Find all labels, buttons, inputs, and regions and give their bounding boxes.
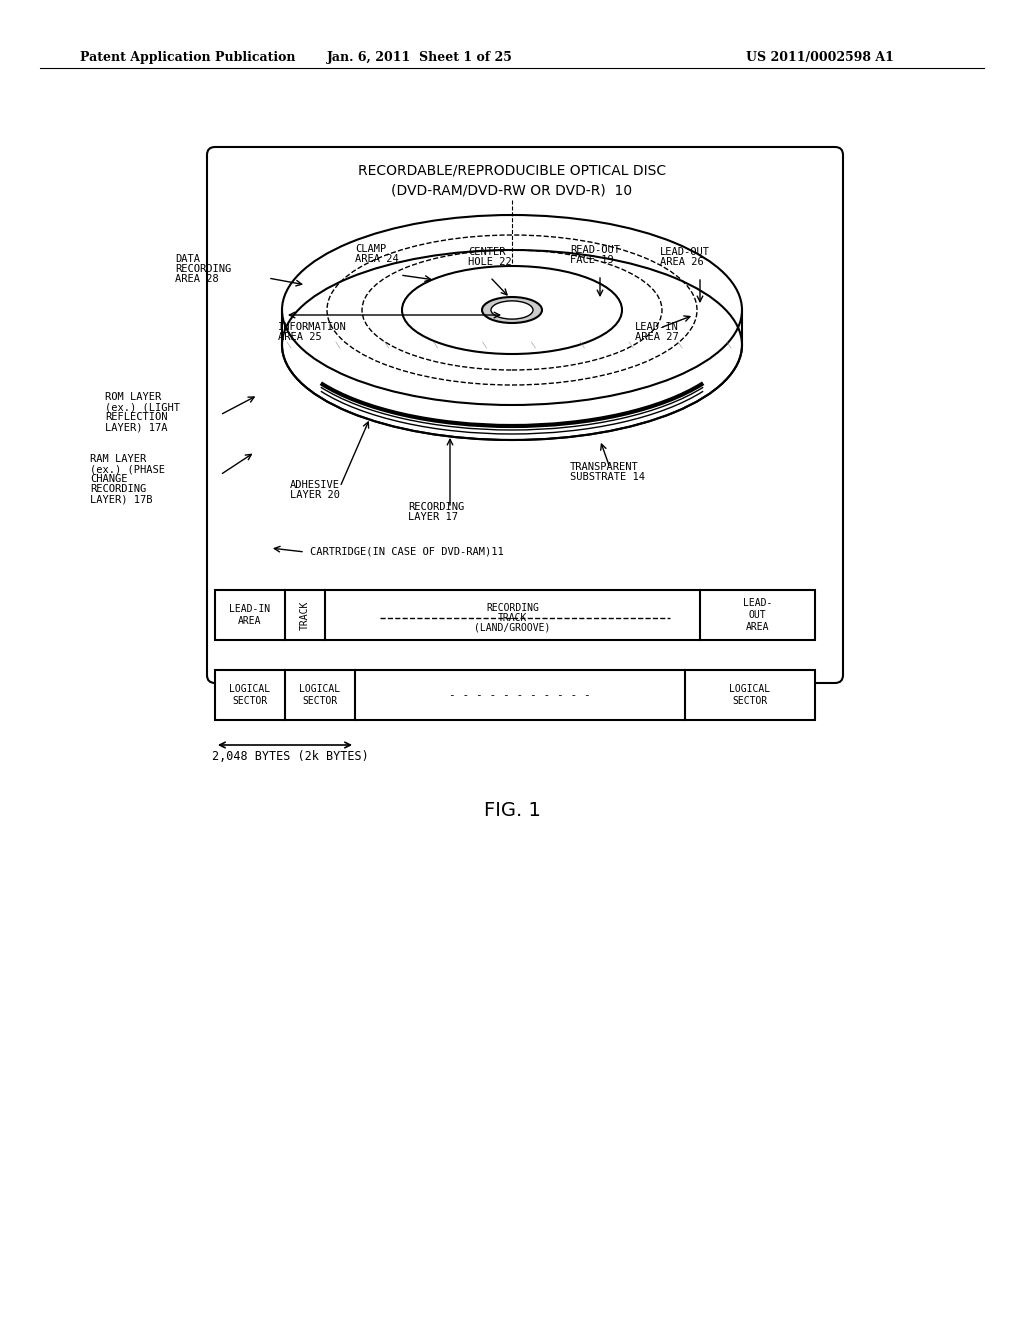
Text: LEAD-
OUT
AREA: LEAD- OUT AREA (742, 598, 772, 631)
Text: 2,048 BYTES (2k BYTES): 2,048 BYTES (2k BYTES) (212, 750, 369, 763)
Text: Patent Application Publication: Patent Application Publication (80, 51, 296, 65)
Text: LEAD-OUT: LEAD-OUT (660, 247, 710, 257)
Text: LEAD-IN: LEAD-IN (635, 322, 679, 333)
Text: LAYER 17: LAYER 17 (408, 512, 458, 521)
Bar (215, 590, 815, 640)
Text: TRACK: TRACK (300, 601, 310, 630)
Text: DATA: DATA (175, 253, 200, 264)
Text: REFLECTION: REFLECTION (105, 412, 168, 422)
Text: FACE 19: FACE 19 (570, 255, 613, 265)
Text: ADHESIVE: ADHESIVE (290, 480, 340, 490)
Text: AREA 28: AREA 28 (175, 275, 219, 284)
FancyBboxPatch shape (207, 147, 843, 682)
Text: TRACK: TRACK (498, 612, 527, 623)
Text: TRANSPARENT: TRANSPARENT (570, 462, 639, 473)
Text: AREA 26: AREA 26 (660, 257, 703, 267)
Ellipse shape (482, 297, 542, 323)
Text: READ-OUT: READ-OUT (570, 246, 620, 255)
Text: SUBSTRATE 14: SUBSTRATE 14 (570, 473, 645, 482)
Text: RAM LAYER: RAM LAYER (90, 454, 146, 465)
Text: LAYER 20: LAYER 20 (290, 490, 340, 500)
Text: AREA 27: AREA 27 (635, 333, 679, 342)
Text: Jan. 6, 2011  Sheet 1 of 25: Jan. 6, 2011 Sheet 1 of 25 (327, 51, 513, 65)
Text: AREA 24: AREA 24 (355, 253, 398, 264)
Text: US 2011/0002598 A1: US 2011/0002598 A1 (746, 51, 894, 65)
Text: LOGICAL
SECTOR: LOGICAL SECTOR (229, 684, 270, 706)
Text: ROM LAYER: ROM LAYER (105, 392, 161, 403)
Text: (DVD-RAM/DVD-RW OR DVD-R)  10: (DVD-RAM/DVD-RW OR DVD-R) 10 (391, 183, 633, 197)
Text: - - - - - - - - - - -: - - - - - - - - - - - (450, 690, 591, 700)
Text: LEAD-IN
AREA: LEAD-IN AREA (229, 605, 270, 626)
Text: RECORDING: RECORDING (175, 264, 231, 275)
Text: LOGICAL
SECTOR: LOGICAL SECTOR (729, 684, 771, 706)
Text: LOGICAL
SECTOR: LOGICAL SECTOR (299, 684, 341, 706)
Text: CARTRIDGE(IN CASE OF DVD-RAM)11: CARTRIDGE(IN CASE OF DVD-RAM)11 (310, 546, 504, 557)
Text: RECORDING: RECORDING (486, 603, 539, 612)
Text: LAYER) 17A: LAYER) 17A (105, 422, 168, 432)
Text: CENTER: CENTER (468, 247, 506, 257)
Ellipse shape (490, 301, 534, 319)
Bar (215, 671, 815, 719)
Text: AREA 25: AREA 25 (278, 333, 322, 342)
Text: CHANGE: CHANGE (90, 474, 128, 484)
Text: LAYER) 17B: LAYER) 17B (90, 494, 153, 504)
Text: (ex.) (LIGHT: (ex.) (LIGHT (105, 403, 180, 412)
Text: RECORDING: RECORDING (90, 484, 146, 494)
Text: INFORMATION: INFORMATION (278, 322, 347, 333)
Text: FIG. 1: FIG. 1 (483, 800, 541, 820)
Text: RECORDING: RECORDING (408, 502, 464, 512)
Text: (LAND/GROOVE): (LAND/GROOVE) (474, 623, 551, 634)
Text: HOLE 22: HOLE 22 (468, 257, 512, 267)
Text: CLAMP: CLAMP (355, 244, 386, 253)
Text: RECORDABLE/REPRODUCIBLE OPTICAL DISC: RECORDABLE/REPRODUCIBLE OPTICAL DISC (358, 162, 666, 177)
Text: (ex.) (PHASE: (ex.) (PHASE (90, 465, 165, 474)
